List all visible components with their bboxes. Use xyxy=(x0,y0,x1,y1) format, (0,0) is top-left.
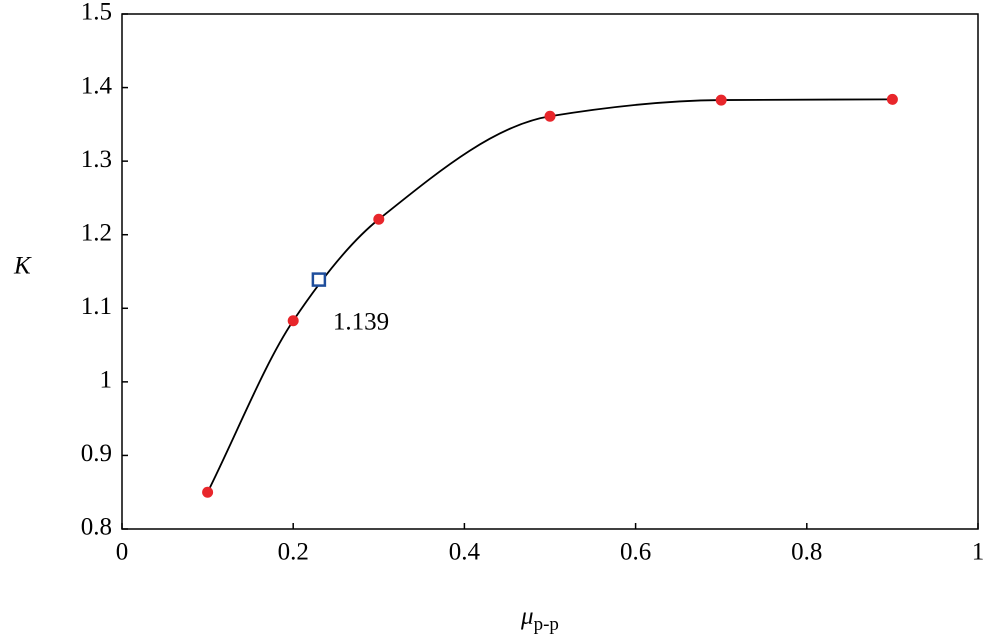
x-tick-label: 0.4 xyxy=(449,539,481,566)
plot-frame xyxy=(121,13,979,530)
x-tick-label: 0 xyxy=(116,539,129,566)
y-tick-label: 1 xyxy=(100,367,113,394)
y-tick-label: 1.4 xyxy=(81,72,113,99)
y-tick-label: 1.3 xyxy=(81,146,112,173)
y-tick-label: 1.2 xyxy=(81,219,112,246)
y-axis-label: K xyxy=(13,253,32,280)
point-marker xyxy=(311,272,327,287)
point-marker xyxy=(544,110,556,122)
data-label: 1.139 xyxy=(333,308,389,335)
y-tick-label: 0.8 xyxy=(81,514,112,541)
x-axis-label-main: μ xyxy=(520,603,534,630)
x-tick-label: 1 xyxy=(972,539,985,566)
point-marker xyxy=(287,315,299,327)
y-tick-label: 1.1 xyxy=(81,293,112,320)
y-tick-label: 1.5 xyxy=(81,0,112,26)
y-tick-label: 0.9 xyxy=(81,440,112,467)
x-tick-label: 0.6 xyxy=(620,539,651,566)
x-axis-label: μp-p xyxy=(520,603,559,636)
point-marker xyxy=(715,94,727,106)
point-marker xyxy=(373,213,385,225)
x-axis-label-sub: p-p xyxy=(534,614,559,635)
curve xyxy=(206,98,893,493)
x-tick-label: 0.8 xyxy=(791,539,822,566)
point-marker xyxy=(202,486,214,498)
point-marker xyxy=(886,93,898,105)
x-tick-label: 0.2 xyxy=(278,539,309,566)
